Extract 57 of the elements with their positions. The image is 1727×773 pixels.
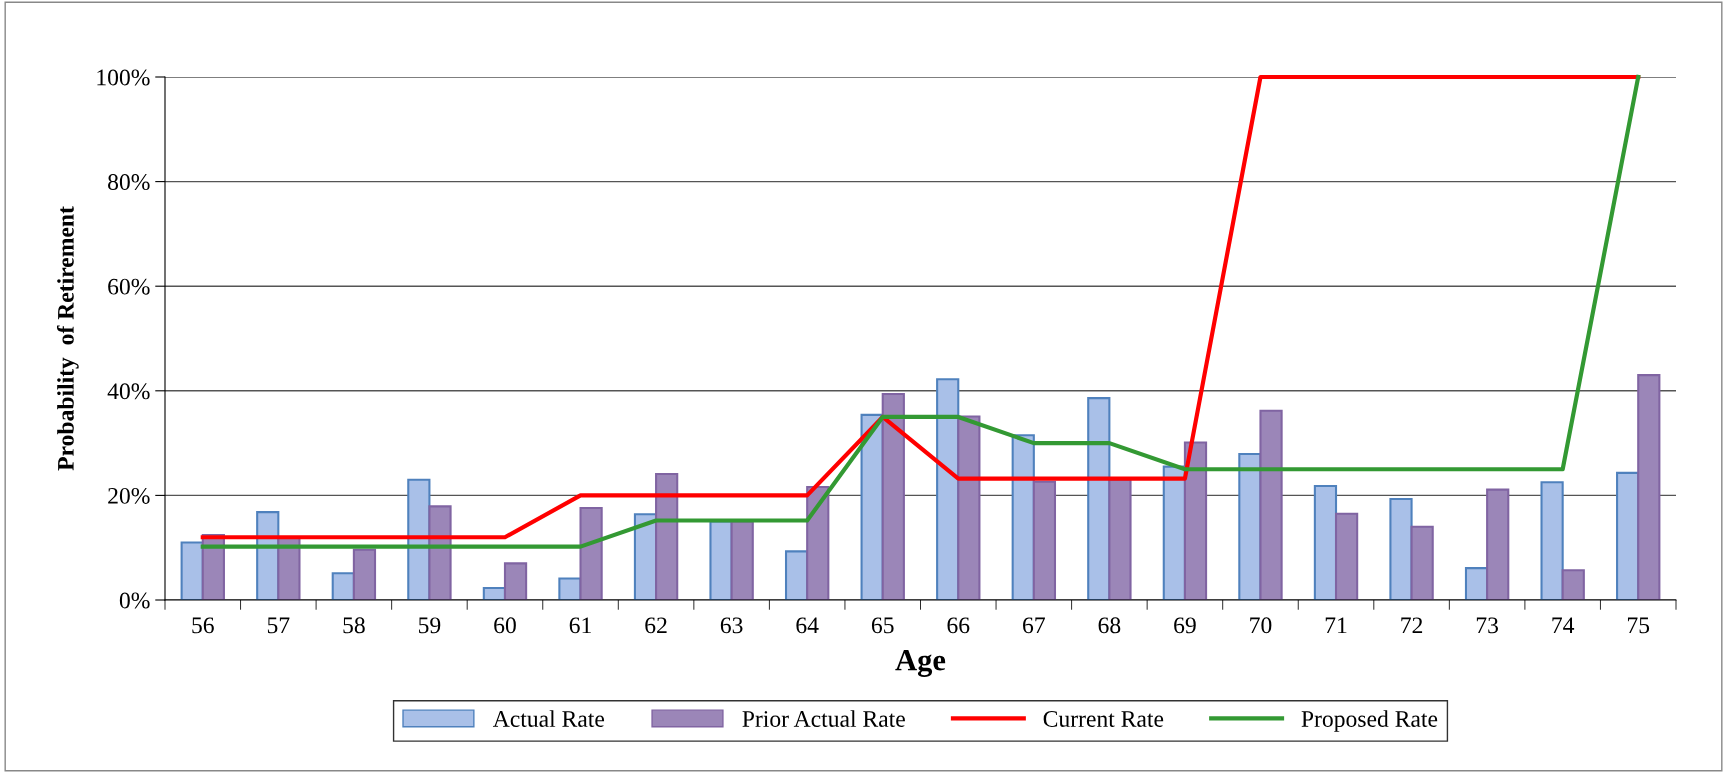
- bar: [277, 536, 301, 600]
- y-tick-label: 40%: [107, 383, 150, 400]
- y-axis-title: Probability of Retirement: [56, 206, 79, 471]
- legend-label: Current Rate: [1043, 711, 1164, 727]
- bar: [1389, 498, 1413, 600]
- legend-label: Prior Actual Rate: [742, 710, 905, 727]
- x-tick-label: 68: [1098, 617, 1121, 634]
- bar: [1313, 484, 1338, 600]
- x-tick-label: 70: [1250, 617, 1272, 634]
- bar: [806, 485, 830, 600]
- x-tick-label: 69: [1174, 617, 1196, 634]
- bar: [1183, 441, 1208, 600]
- bar: [655, 472, 679, 600]
- bar: [957, 415, 981, 600]
- bar: [1108, 478, 1132, 600]
- bar: [1561, 569, 1585, 600]
- bar: [1032, 480, 1057, 600]
- legend-label: Actual Rate: [492, 710, 605, 727]
- x-tick-label: 57: [267, 617, 290, 634]
- x-tick-label: 59: [418, 617, 441, 634]
- x-tick-label: 60: [494, 617, 516, 634]
- x-tick-label: 73: [1476, 617, 1499, 634]
- x-tick-label: 64: [796, 617, 819, 634]
- bar: [503, 562, 528, 600]
- bar: [1540, 481, 1564, 600]
- y-tick-label: 20%: [108, 487, 150, 504]
- x-tick-label: 62: [645, 617, 667, 634]
- bar: [1334, 512, 1359, 600]
- x-tick-label: 65: [871, 617, 894, 634]
- bar: [1637, 374, 1661, 600]
- bar: [579, 506, 603, 600]
- x-tick-label: 71: [1325, 617, 1347, 634]
- x-axis-title: Age: [895, 649, 946, 677]
- x-tick-label: 58: [343, 617, 365, 634]
- x-tick-label: 63: [720, 617, 743, 634]
- y-tick-label: 0%: [119, 592, 150, 609]
- bar: [1259, 409, 1283, 600]
- bar: [730, 520, 754, 600]
- bar: [352, 548, 377, 600]
- y-tick-label: 60%: [108, 278, 150, 295]
- bar: [1410, 525, 1434, 600]
- y-tick-label: 80%: [108, 174, 150, 191]
- x-tick-label: 75: [1627, 617, 1650, 634]
- x-tick-label: 72: [1401, 617, 1423, 634]
- x-tick-label: 56: [192, 617, 214, 634]
- x-tick-label: 67: [1023, 617, 1045, 634]
- bar: [1616, 471, 1640, 600]
- x-tick-label: 74: [1552, 617, 1575, 634]
- bar: [428, 505, 452, 600]
- bar: [881, 392, 905, 600]
- bar: [1486, 488, 1510, 600]
- bar: [1087, 397, 1111, 600]
- legend-label: Proposed Rate: [1301, 710, 1438, 732]
- x-tick-label: 66: [947, 617, 970, 634]
- bar: [709, 520, 733, 600]
- x-tick-label: 61: [569, 617, 591, 634]
- y-tick-label: 100%: [97, 69, 150, 86]
